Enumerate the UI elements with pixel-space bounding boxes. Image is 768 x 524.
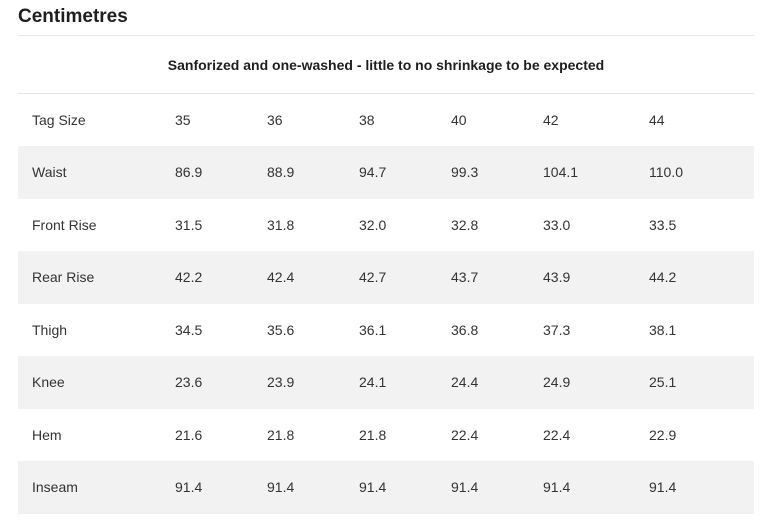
row-label: Waist: [18, 146, 175, 199]
table-cell: 110.0: [649, 146, 754, 199]
table-cell: 36.1: [359, 321, 387, 338]
table-cell: 44: [649, 93, 754, 146]
table-cell: 25.1: [649, 356, 754, 409]
table-row-hem: Hem 21.6 21.8 21.8 22.4 22.4 22.9: [18, 409, 754, 462]
table-cell: 21.6: [175, 426, 203, 443]
table-cell: 31.8: [267, 216, 295, 233]
table-cell: 33.5: [649, 216, 677, 233]
table-cell: 91.4: [267, 461, 359, 514]
table-cell: 24.9: [543, 356, 649, 409]
table-row-waist: Waist 86.9 88.9 94.7 99.3 104.1 110.0: [18, 146, 754, 199]
table-caption: Sanforized and one-washed - little to no…: [18, 35, 754, 94]
table-cell: 43.7: [451, 251, 543, 304]
table-cell: 35.6: [267, 321, 295, 338]
table-cell: 91.4: [359, 461, 451, 514]
table-cell: 99.3: [451, 146, 543, 199]
table-cell: 24.4: [451, 356, 543, 409]
table-cell: 31.5: [175, 216, 203, 233]
table-cell: 42: [543, 93, 649, 146]
row-label: Tag Size: [18, 93, 175, 146]
table-cell: 42.4: [267, 251, 359, 304]
table-row-front-rise: Front Rise 31.5 31.8 32.0 32.8 33.0 33.5: [18, 199, 754, 252]
table-cell: 23.9: [267, 356, 359, 409]
page-heading: Centimetres: [18, 6, 128, 27]
table-cell: 35: [175, 93, 267, 146]
row-label: Hem: [32, 426, 62, 443]
table-cell: 37.3: [543, 321, 571, 338]
table-cell: 91.4: [175, 461, 267, 514]
table-cell: 36.8: [451, 321, 479, 338]
table-cell: 91.4: [649, 461, 754, 514]
table-cell: 24.1: [359, 356, 451, 409]
table-cell: 40: [451, 93, 543, 146]
table-cell: 22.4: [543, 426, 571, 443]
table-cell: 22.4: [451, 426, 479, 443]
table-cell: 38: [359, 93, 451, 146]
table-cell: 21.8: [359, 426, 387, 443]
table-cell: 38.1: [649, 321, 677, 338]
table-cell: 33.0: [543, 216, 571, 233]
table-cell: 23.6: [175, 356, 267, 409]
table-cell: 91.4: [543, 461, 649, 514]
caption-row: Sanforized and one-washed - little to no…: [18, 35, 754, 94]
table-cell: 36: [267, 93, 359, 146]
row-label: Thigh: [32, 321, 68, 338]
row-label: Front Rise: [32, 216, 97, 233]
table-cell: 94.7: [359, 146, 451, 199]
table-cell: 104.1: [543, 146, 649, 199]
table-cell: 44.2: [649, 251, 754, 304]
table-cell: 91.4: [451, 461, 543, 514]
table-cell: 22.9: [649, 426, 677, 443]
table-cell: 43.9: [543, 251, 649, 304]
table-cell: 21.8: [267, 426, 295, 443]
table-cell: 32.8: [451, 216, 479, 233]
table-cell: 88.9: [267, 146, 359, 199]
row-label: Rear Rise: [18, 251, 175, 304]
table-row-thigh: Thigh 34.5 35.6 36.1 36.8 37.3 38.1: [18, 304, 754, 357]
table-row-inseam: Inseam 91.4 91.4 91.4 91.4 91.4 91.4: [18, 461, 754, 514]
table-row-knee: Knee 23.6 23.9 24.1 24.4 24.9 25.1: [18, 356, 754, 409]
table-row-rear-rise: Rear Rise 42.2 42.4 42.7 43.7 43.9 44.2: [18, 251, 754, 304]
table-cell: 86.9: [175, 146, 267, 199]
table-cell: 42.2: [175, 251, 267, 304]
table-cell: 34.5: [175, 321, 203, 338]
table-cell: 32.0: [359, 216, 387, 233]
table-cell: 42.7: [359, 251, 451, 304]
row-label: Inseam: [18, 461, 175, 514]
table-row-tag-size: Tag Size 35 36 38 40 42 44: [18, 93, 754, 146]
row-label: Knee: [18, 356, 175, 409]
size-chart-table: Sanforized and one-washed - little to no…: [18, 35, 754, 514]
